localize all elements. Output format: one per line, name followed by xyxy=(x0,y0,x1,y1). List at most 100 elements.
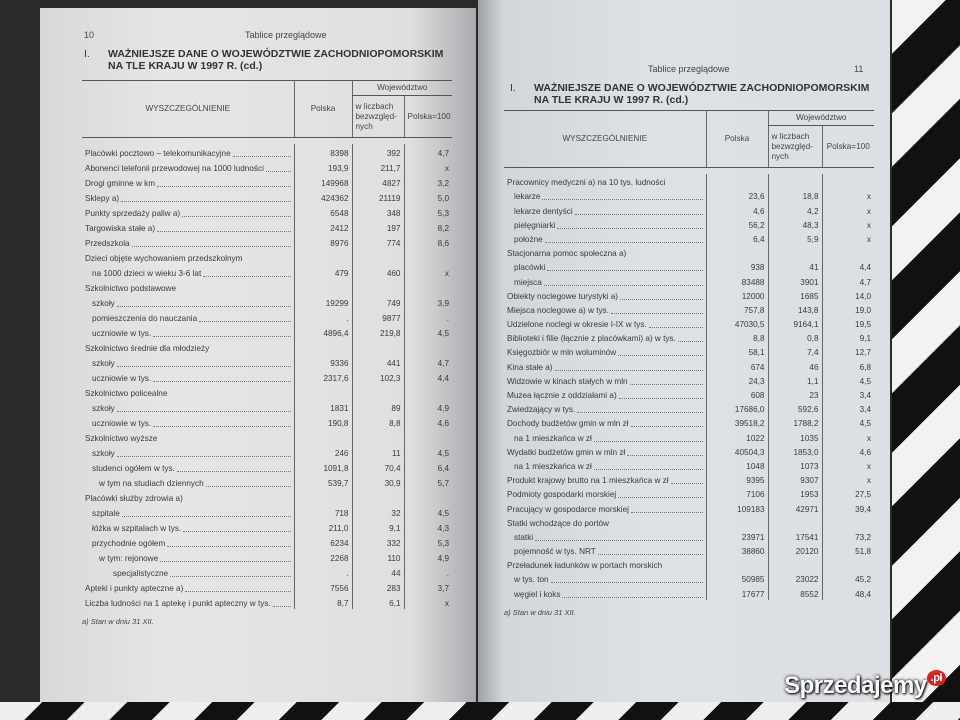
cell-wojewodztwo: 8552 xyxy=(767,585,822,600)
row-label: miejsca xyxy=(504,273,706,287)
row-label: Udzielone noclegi w okresie I-IX w tys. xyxy=(504,316,706,330)
cell-polska: 2317,6 xyxy=(293,369,352,384)
cell-polska: 7106 xyxy=(705,486,768,501)
cell-polska xyxy=(293,429,352,444)
row-label-text: Drogi gminne w km xyxy=(85,179,156,188)
table-row: pielęgniarki 56,2 48,3 x xyxy=(504,216,874,231)
row-label-text: szkoły xyxy=(92,299,115,308)
cell-polska xyxy=(293,249,352,264)
row-label-text: Podmioty gospodarki morskiej xyxy=(507,490,617,500)
header-row: WYSZCZEGÓLNIENIE Polska Województwo xyxy=(82,80,452,138)
cell-polska-100: x xyxy=(403,264,452,279)
table-row: Produkt krajowy brutto na 1 mieszkańca w… xyxy=(504,471,874,487)
row-label: Szkolnictwo wyższe xyxy=(82,429,294,444)
cell-polska-100: x xyxy=(821,457,874,472)
cell-wojewodztwo: 211,7 xyxy=(351,159,404,174)
cell-polska: 1048 xyxy=(705,457,768,472)
cell-wojewodztwo: 48,3 xyxy=(767,216,822,231)
cell-wojewodztwo: 9307 xyxy=(767,471,822,487)
dot-leader xyxy=(574,213,703,215)
dot-leader xyxy=(183,531,291,532)
row-label-text: uczniowie w tys. xyxy=(92,374,152,383)
cell-wojewodztwo xyxy=(767,557,822,572)
row-label-text: Widzowie w kinach stałych w mln xyxy=(507,376,628,386)
table-row: studenci ogółem w tys. 1091,8 70,4 6,4 xyxy=(82,459,452,474)
footnote: a) Stan w dniu 31 XII. xyxy=(504,607,576,617)
table-row: na 1000 dzieci w wieku 3-6 lat 479 460 x xyxy=(82,264,452,279)
cell-polska-100: 5,0 xyxy=(403,189,452,204)
row-label: na 1000 dzieci w wieku 3-6 lat xyxy=(82,264,294,279)
row-label: w tys. ton xyxy=(504,571,706,585)
cell-polska-100: x xyxy=(821,230,874,245)
row-label: szkoły xyxy=(82,354,294,369)
cell-polska: 39518,2 xyxy=(705,415,768,430)
row-label-text: Szkolnictwo wyższe xyxy=(85,434,158,443)
cell-polska-100: 5,3 xyxy=(403,204,452,219)
header-polska: Polska xyxy=(293,80,352,138)
cell-wojewodztwo xyxy=(351,384,404,399)
table-row: Abonenci telefonii przewodowej na 1000 l… xyxy=(82,159,452,174)
cell-wojewodztwo: 9164,1 xyxy=(767,315,822,331)
cell-polska: 17677 xyxy=(705,585,768,600)
dot-leader xyxy=(648,327,703,329)
cell-polska: 1022 xyxy=(705,429,768,444)
running-head: Tablice przeglądowe xyxy=(648,64,730,74)
row-label-text: Dochody budżetów gmin w mln zł xyxy=(507,419,629,429)
row-label: uczniowie w tys. xyxy=(82,324,294,339)
table-row: placówki 938 41 4,4 xyxy=(504,259,874,274)
cell-wojewodztwo: 89 xyxy=(351,399,404,414)
watermark-suffix: .pl xyxy=(926,670,946,686)
dot-leader xyxy=(544,241,703,243)
row-label-text: Pracownicy medyczni a) na 10 tys. ludnoś… xyxy=(507,178,666,188)
dot-leader xyxy=(677,341,703,343)
cell-polska: 19299 xyxy=(293,294,352,309)
cell-wojewodztwo: 9877 xyxy=(351,309,404,324)
row-label: Dzieci objęte wychowaniem przedszkolnym xyxy=(82,249,294,264)
row-label: Statki wchodzące do portów xyxy=(504,515,706,529)
table-row: Szkolnictwo podstawowe xyxy=(82,279,452,294)
cell-polska-100: 4,5 xyxy=(821,415,874,430)
cell-polska: . xyxy=(293,309,352,324)
row-label: Punkty sprzedaży paliw a) xyxy=(82,204,294,219)
header-row-2: w liczbach bezwzględ-nych Polska=100 xyxy=(82,95,452,138)
row-label: szkoły xyxy=(82,444,294,459)
title-line-1: WAŻNIEJSZE DANE O WOJEWÓDZTWIE ZACHODNIO… xyxy=(534,82,870,94)
row-label: węgiel i koks xyxy=(504,585,706,599)
cell-polska-100: 4,9 xyxy=(403,399,452,414)
row-label: statki xyxy=(504,529,706,543)
cell-polska: 8976 xyxy=(293,234,352,249)
row-label-text: Szkolnictwo policealne xyxy=(85,389,168,398)
cell-polska xyxy=(293,279,352,294)
cell-wojewodztwo: 143,8 xyxy=(767,301,822,316)
dot-leader xyxy=(157,231,291,232)
row-label-text: pielęgniarki xyxy=(514,220,556,230)
left-page: 10 Tablice przeglądowe I. WAŻNIEJSZE DAN… xyxy=(40,8,476,702)
table-row: uczniowie w tys. 4896,4 219,8 4,5 xyxy=(82,324,452,339)
cell-polska: 9336 xyxy=(293,354,352,369)
row-label-text: Szkolnictwo podstawowe xyxy=(85,284,177,293)
cell-wojewodztwo: 1035 xyxy=(767,429,822,444)
cell-polska: 40504,3 xyxy=(705,443,768,458)
row-label-text: Statki wchodzące do portów xyxy=(507,518,609,528)
row-label-text: Stacjonarna pomoc społeczna a) xyxy=(507,249,627,259)
cell-wojewodztwo: 70,4 xyxy=(351,459,404,474)
dot-leader xyxy=(205,486,291,487)
cell-wojewodztwo xyxy=(767,514,822,529)
dot-leader xyxy=(153,381,291,382)
table-row: Sklepy a) 424362 21119 5,0 xyxy=(82,189,452,204)
cell-polska xyxy=(705,514,768,529)
cell-polska: 193,9 xyxy=(293,159,352,174)
row-label-text: Pracujący w gospodarce morskiej xyxy=(507,504,629,514)
row-label-text: uczniowie w tys. xyxy=(92,419,152,428)
row-label-text: Abonenci telefonii przewodowej na 1000 l… xyxy=(85,164,264,173)
row-label: przychodnie ogółem xyxy=(82,534,294,549)
cell-wojewodztwo xyxy=(351,279,404,294)
cell-polska: 24,3 xyxy=(705,372,768,387)
table-row: Udzielone noclegi w okresie I-IX w tys. 4… xyxy=(504,315,874,331)
cell-wojewodztwo xyxy=(351,489,404,504)
row-label-text: położne xyxy=(514,234,543,244)
cell-wojewodztwo: 197 xyxy=(351,219,404,234)
row-label-text: szkoły xyxy=(92,359,115,368)
cell-wojewodztwo: 5,9 xyxy=(767,230,822,245)
row-label-text: Szkolnictwo średnie dla młodzieży xyxy=(85,344,210,353)
